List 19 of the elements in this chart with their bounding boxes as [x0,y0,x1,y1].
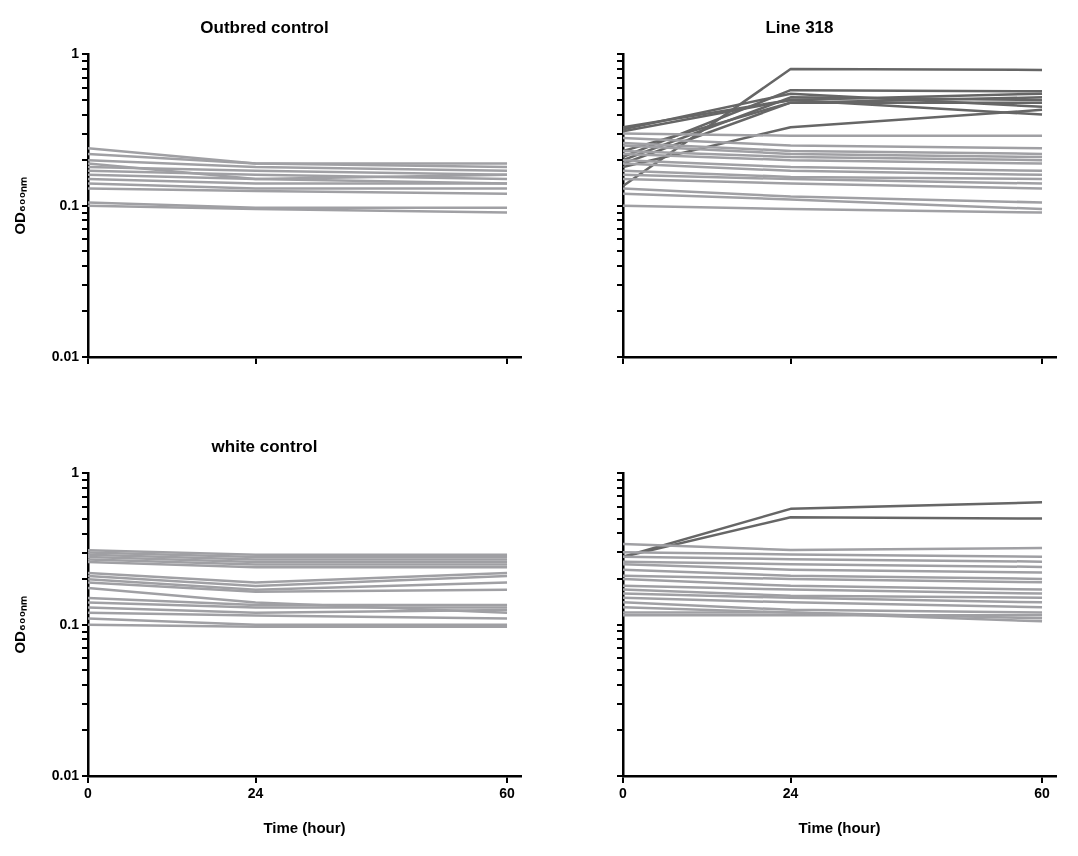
y-tick-label: 0.01 [51,766,80,783]
x-axis-title: Time (hour) [263,819,346,837]
y-tick-label: 0.01 [51,347,80,364]
y-tick-label: 0.1 [59,615,80,632]
x-tick-label: 60 [1034,785,1051,802]
y-axis-title: OD₆₀₀ₙₘ [11,176,29,235]
x-tick-label: 24 [247,785,264,802]
y-axis-title: OD₆₀₀ₙₘ [11,595,29,654]
chart-title: white control [210,436,318,456]
chart-title: Outbred control [200,17,329,37]
x-tick-label: 0 [84,785,93,802]
x-tick-label: 60 [499,785,516,802]
x-tick-label: 24 [782,785,799,802]
y-tick-label: 1 [71,45,80,62]
y-tick-label: 1 [71,464,80,481]
chart-title: Line 318 [765,17,834,37]
y-tick-label: 0.1 [59,196,80,213]
x-axis-title: Time (hour) [798,819,881,837]
x-tick-label: 0 [619,785,628,802]
